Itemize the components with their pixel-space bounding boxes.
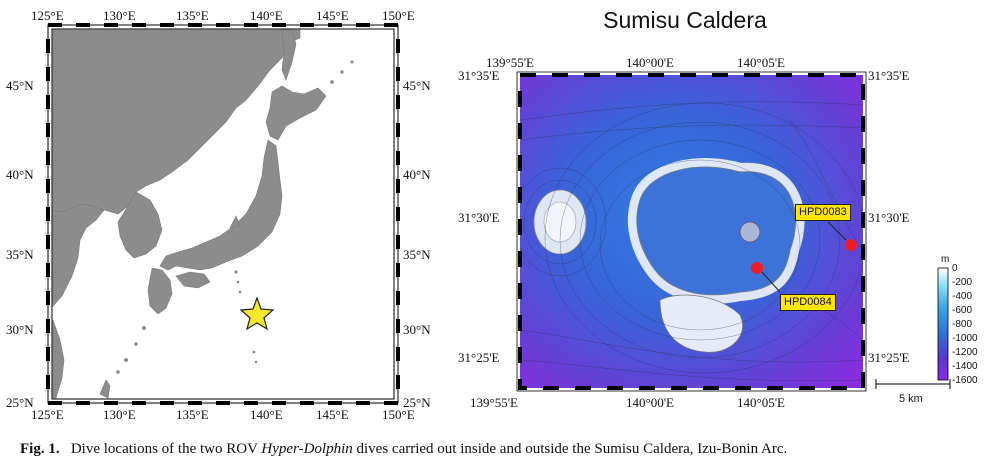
tick-label: 31°25'E: [868, 351, 909, 365]
caption-text-after: dives carried out inside and outside the…: [353, 441, 788, 457]
tick-label: 140°05'E: [737, 396, 785, 410]
tick-label: 135°E: [176, 9, 209, 23]
caption-italic: Hyper-Dolphin: [261, 441, 352, 457]
colorbar-tick: -200: [952, 277, 972, 288]
tick-label: 135°E: [176, 408, 209, 422]
tick-label: 40°N: [6, 168, 34, 182]
scale-bar-label: 5 km: [899, 392, 923, 406]
tick-label: 45°N: [403, 79, 431, 93]
tick-label: 31°30'E: [458, 211, 499, 225]
colorbar-tick: -1400: [952, 361, 978, 372]
colorbar: [938, 268, 948, 380]
colorbar-tick: -400: [952, 291, 972, 302]
tick-label: 150°E: [382, 9, 415, 23]
tick-label: 40°N: [403, 168, 431, 182]
tick-label: 31°35'E: [868, 69, 909, 83]
tick-label: 45°N: [6, 79, 34, 93]
colorbar-tick: 0: [952, 263, 958, 274]
tick-label: 31°35'E: [458, 69, 499, 83]
caption-text-before: Dive locations of the two ROV: [71, 441, 262, 457]
tick-label: 130°E: [103, 408, 136, 422]
colorbar-tick: -1600: [952, 375, 978, 386]
tick-label: 35°N: [403, 248, 431, 262]
site-marker-hpd0084: [751, 262, 763, 274]
colorbar-tick: -600: [952, 305, 972, 316]
tick-label: 125°E: [31, 9, 64, 23]
figure-caption: Fig. 1. Dive locations of the two ROV Hy…: [20, 441, 787, 458]
tick-label: 30°N: [6, 323, 34, 337]
colorbar-tick: -800: [952, 319, 972, 330]
colorbar-unit: m: [941, 254, 949, 265]
site-label-hpd0083: HPD0083: [795, 204, 851, 221]
site-label-hpd0084: HPD0084: [780, 294, 836, 311]
left-map: [48, 25, 398, 403]
tick-label: 140°00'E: [626, 396, 674, 410]
tick-label: 145°E: [316, 9, 349, 23]
tick-label: 25°N: [403, 396, 431, 410]
tick-label: 25°N: [6, 396, 34, 410]
tick-label: 140°E: [250, 9, 283, 23]
colorbar-tick: -1200: [952, 347, 978, 358]
tick-label: 145°E: [316, 408, 349, 422]
tick-label: 35°N: [6, 248, 34, 262]
site-marker-hpd0083: [845, 239, 857, 251]
right-map: [514, 72, 950, 391]
tick-label: 130°E: [103, 9, 136, 23]
scale-bar: [876, 379, 950, 389]
tick-label: 140°00'E: [626, 56, 674, 70]
tick-label: 31°30'E: [868, 211, 909, 225]
tick-label: 140°05'E: [737, 56, 785, 70]
caption-fig-number: Fig. 1.: [20, 441, 60, 457]
tick-label: 140°E: [250, 408, 283, 422]
tick-label: 31°25'E: [458, 351, 499, 365]
colorbar-tick: -1000: [952, 333, 978, 344]
tick-label: 150°E: [382, 408, 415, 422]
tick-label: 30°N: [403, 323, 431, 337]
tick-label: 125°E: [31, 408, 64, 422]
map-title: Sumisu Caldera: [555, 7, 815, 34]
tick-label: 139°55'E: [470, 396, 518, 410]
